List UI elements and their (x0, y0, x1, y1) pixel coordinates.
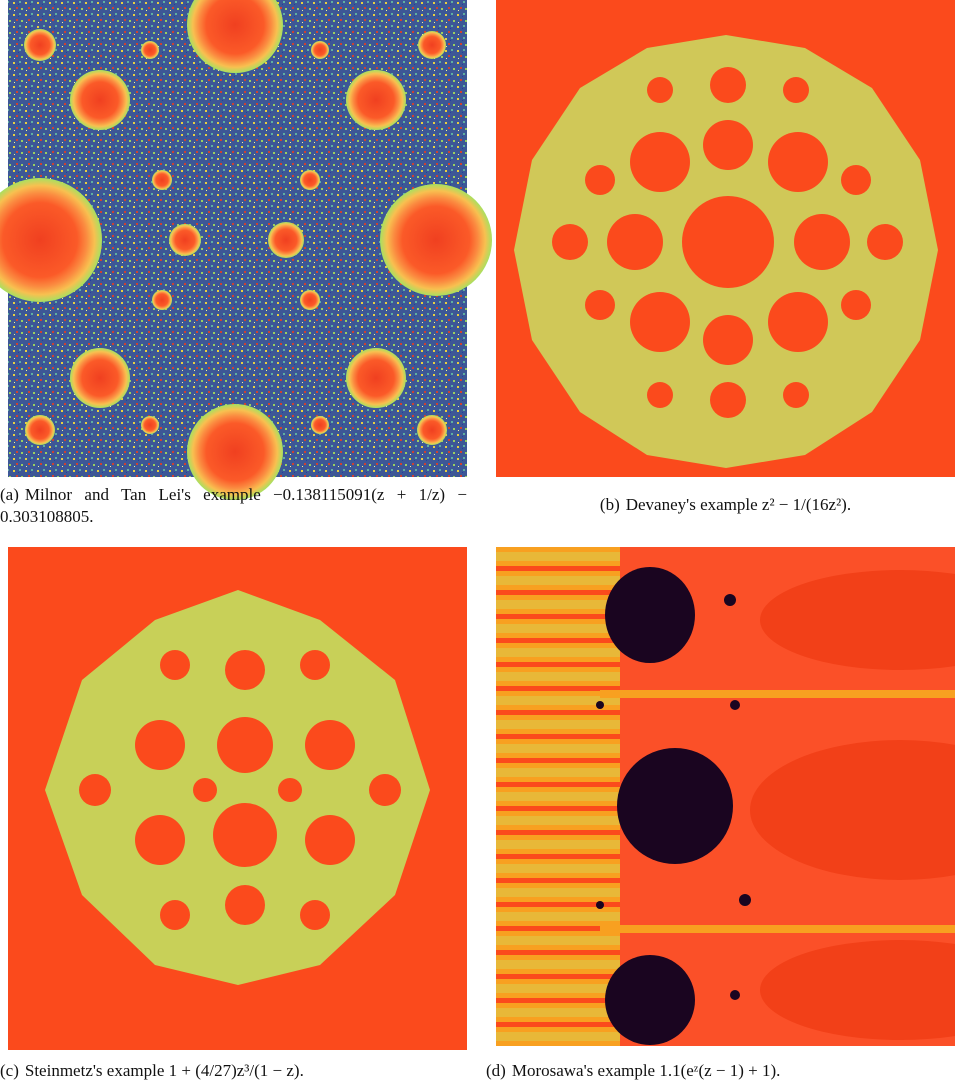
caption-text: Steinmetz's example 1 + (4/27)z³/(1 − z)… (24, 1061, 304, 1080)
caption-text: Milnor and Tan Lei's example −0.13811509… (0, 485, 467, 526)
panel-a-image (0, 0, 492, 500)
caption-b: (b) Devaney's example z² − 1/(16z²). (496, 494, 955, 516)
panel-c-image (8, 547, 467, 1050)
caption-label: (d) (486, 1061, 506, 1080)
figure-images (0, 0, 955, 1050)
caption-label: (b) (599, 495, 620, 514)
caption-label: (a) (0, 485, 19, 504)
caption-a: (a) Milnor and Tan Lei's example −0.13811… (0, 484, 467, 528)
panel-d-image (496, 547, 955, 1046)
caption-text: Morosawa's example 1.1(eᶻ(z − 1) + 1). (511, 1061, 781, 1080)
panel-b-image (496, 0, 955, 477)
caption-c: (c) Steinmetz's example 1 + (4/27)z³/(1 −… (0, 1060, 480, 1082)
caption-text: Devaney's example z² − 1/(16z²). (625, 495, 852, 514)
caption-d: (d) Morosawa's example 1.1(eᶻ(z − 1) + 1)… (486, 1060, 955, 1082)
caption-label: (c) (0, 1061, 19, 1080)
